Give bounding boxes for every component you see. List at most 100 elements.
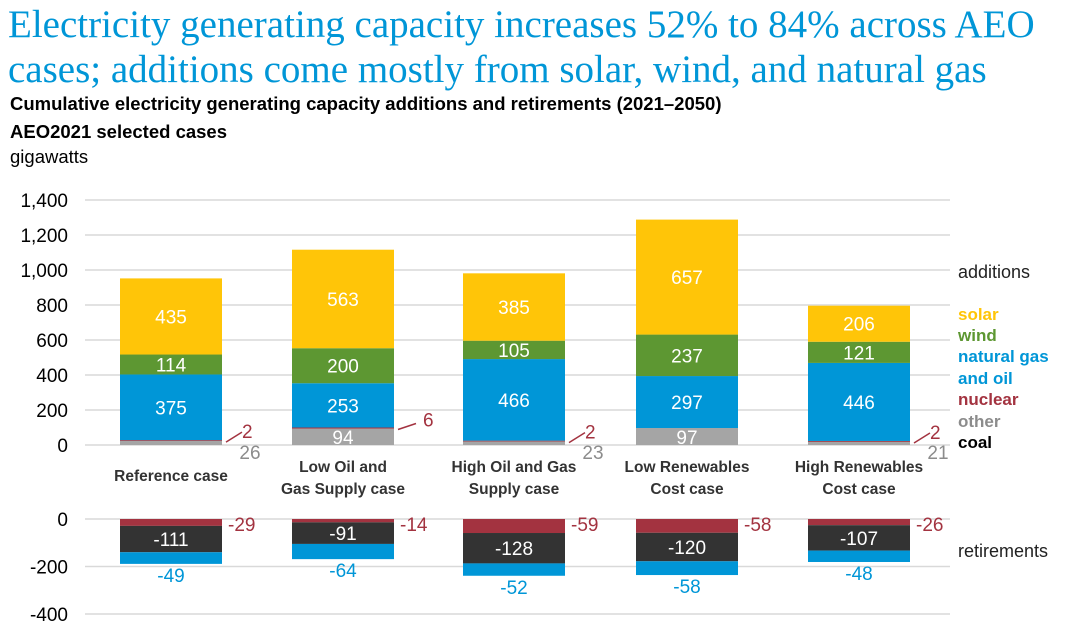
data-label-other: 94	[332, 428, 354, 449]
chart-subtitle-cases: AEO2021 selected cases	[10, 121, 228, 142]
legend-item-other: other	[958, 412, 1001, 431]
retirement-segment-nuclear	[636, 519, 738, 533]
bar-segment-nuclear	[463, 440, 565, 442]
data-label-natural-gas-and-oil: 297	[671, 393, 703, 414]
data-labels: 2623751144359462532005632324661053859729…	[153, 268, 948, 599]
data-label-wind: 121	[843, 343, 875, 364]
data-label-coal: -91	[329, 524, 356, 545]
category-label: High Renewables	[795, 459, 923, 476]
leader-line	[568, 431, 586, 444]
bar-segment-solar	[120, 278, 222, 355]
data-label-wind: 105	[498, 341, 530, 362]
y-tick-label: 1,200	[20, 226, 68, 247]
legend-retirements-label: retirements	[958, 541, 1048, 561]
data-label-nuclear: -59	[571, 515, 598, 536]
bar-segment-natural-gas-and-oil	[463, 359, 565, 441]
bar-segment-other	[463, 440, 565, 445]
data-label-natural-gas: -52	[500, 578, 527, 599]
bar-segment-wind	[808, 341, 910, 363]
leader-line	[225, 431, 243, 443]
bar-segment-other	[292, 428, 394, 445]
legend-item-nuclear: nuclear	[958, 390, 1019, 409]
data-label-coal: -128	[495, 539, 533, 560]
data-label-solar: 435	[155, 307, 187, 328]
data-label-wind: 237	[671, 346, 703, 367]
retirement-segment-coal	[120, 525, 222, 553]
retirement-segment-coal	[463, 533, 565, 564]
bar-segment-other	[120, 440, 222, 445]
data-label-nuclear: -29	[228, 515, 255, 536]
data-label-natural-gas-and-oil: 446	[843, 393, 875, 414]
retirement-segment-coal	[292, 522, 394, 544]
data-label-nuclear: 2	[930, 423, 941, 444]
data-label-coal: -107	[840, 529, 878, 550]
data-label-solar: 657	[671, 268, 703, 289]
data-label-coal: -120	[668, 538, 706, 559]
category-label: Supply case	[469, 481, 560, 498]
retirement-segment-coal	[808, 525, 910, 551]
data-label-nuclear: 2	[585, 423, 596, 444]
bar-segment-wind	[120, 354, 222, 375]
retirement-segment-natural-gas-and-oil	[292, 543, 394, 560]
legend-additions-label: additions	[958, 262, 1030, 282]
headline: Electricity generating capacity increase…	[8, 2, 1080, 92]
data-label-solar: 563	[327, 290, 359, 311]
data-label-natural-gas: -49	[157, 566, 184, 587]
legend-item-natural-gas: natural gas	[958, 347, 1049, 366]
retirement-segment-natural-gas-and-oil	[463, 563, 565, 576]
category-label: Low Oil and	[299, 459, 387, 476]
bar-segment-wind	[292, 348, 394, 384]
leader-line	[397, 422, 417, 431]
category-label: Cost case	[822, 481, 896, 498]
bar-segment-nuclear	[292, 427, 394, 429]
y-tick-label: 0	[57, 510, 68, 531]
data-label-wind: 114	[156, 356, 187, 377]
bar-segment-natural-gas-and-oil	[292, 383, 394, 428]
units-label: gigawatts	[10, 146, 89, 167]
bar-segment-natural-gas-and-oil	[636, 376, 738, 429]
category-labels: Reference case Low Oil and Gas Supply case…	[114, 459, 923, 498]
headline-line-1: Electricity generating capacity increase…	[8, 3, 1035, 46]
bar-segment-nuclear	[120, 440, 222, 441]
data-label-nuclear: 2	[242, 422, 253, 443]
category-label: Cost case	[650, 481, 724, 498]
y-tick-label: 1,400	[20, 191, 68, 212]
data-label-other: 21	[927, 443, 948, 464]
headline-line-2: cases; additions come mostly from solar,…	[8, 48, 987, 91]
legend-item-solar: solar	[958, 305, 999, 324]
bar-segment-solar	[292, 249, 394, 349]
leader-line	[913, 432, 931, 444]
y-tick-label: 1,000	[20, 261, 68, 282]
retirement-segment-natural-gas-and-oil	[636, 561, 738, 576]
bar-segment-solar	[636, 219, 738, 335]
data-label-nuclear: -58	[744, 515, 771, 536]
data-label-solar: 385	[498, 298, 530, 319]
data-label-other: 23	[582, 443, 603, 464]
bar-segment-other	[636, 428, 738, 445]
legend: additions solar wind natural gas and oil nucl…	[957, 262, 1049, 561]
data-label-other: 97	[676, 428, 697, 449]
data-label-coal: -111	[153, 530, 188, 551]
data-label-natural-gas-and-oil: 253	[327, 396, 359, 417]
data-label-natural-gas-and-oil: 466	[498, 391, 530, 412]
data-label-solar: 206	[843, 315, 875, 336]
y-tick-label: 600	[36, 331, 68, 352]
bar-segment-natural-gas-and-oil	[808, 362, 910, 441]
bar-segment-natural-gas-and-oil	[120, 374, 222, 441]
y-tick-label: -400	[30, 605, 68, 626]
retirement-segment-nuclear	[292, 519, 394, 523]
retirement-segment-natural-gas-and-oil	[120, 552, 222, 564]
category-label: High Oil and Gas	[452, 459, 577, 476]
bar-segment-nuclear	[808, 440, 910, 442]
y-tick-label: 0	[57, 436, 68, 457]
bar-segment-wind	[636, 334, 738, 377]
y-tick-label: 800	[36, 296, 68, 317]
legend-item-coal: coal	[958, 433, 992, 452]
bars	[120, 219, 910, 576]
legend-item-wind: wind	[957, 326, 997, 345]
retirement-segment-coal	[636, 532, 738, 562]
data-label-other: 26	[239, 443, 260, 464]
category-label: Reference case	[114, 468, 228, 485]
retirement-segment-nuclear	[463, 519, 565, 534]
retirement-segment-nuclear	[808, 519, 910, 526]
